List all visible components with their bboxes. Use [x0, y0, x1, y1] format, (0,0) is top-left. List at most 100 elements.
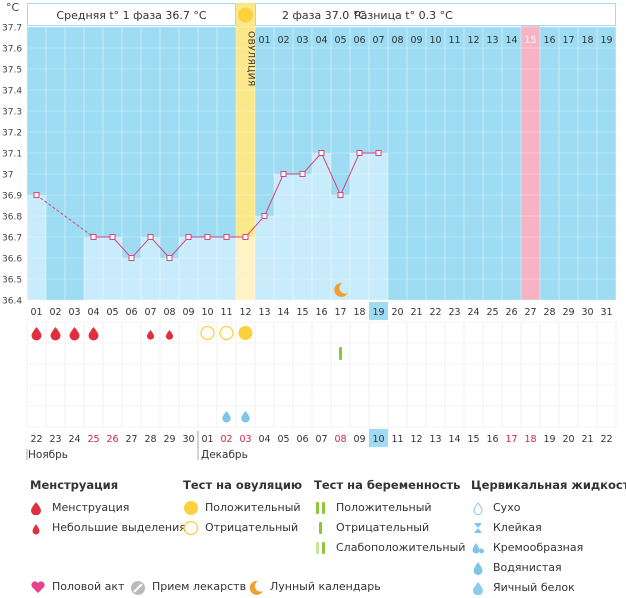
legend-label: Положительный	[205, 501, 301, 514]
top-day-label: 05	[334, 35, 346, 46]
legend-item-eggwhite: Яичный белок	[471, 578, 626, 598]
hourglass-icon	[474, 523, 482, 533]
temperature-point	[147, 234, 154, 240]
calendar-date: 15	[467, 434, 479, 445]
calendar-date: 07	[315, 434, 327, 445]
y-tick-label: 37	[2, 171, 13, 181]
top-day-label: 17	[562, 35, 574, 46]
temperature-point	[375, 150, 382, 156]
temperature-point	[280, 171, 287, 177]
calendar-date: 06	[296, 434, 308, 445]
single-stripe-icon	[319, 522, 322, 534]
legend-item-creamy: Кремообразная	[471, 538, 626, 558]
legend-item-pregnancy-weak: Слабоположительный	[314, 538, 465, 558]
temperature-line-segment	[340, 152, 360, 196]
y-tick-label: 36.5	[2, 276, 22, 286]
day-label: 19	[372, 307, 384, 318]
legend-pregnancy-test: Тест на беременность Положительный Отриц…	[314, 478, 465, 558]
calendar-date: 12	[410, 434, 422, 445]
day-label: 16	[315, 307, 327, 318]
egg-white-drop-icon	[222, 411, 231, 423]
calendar-date: 21	[581, 434, 593, 445]
spotting-drop-icon	[165, 329, 174, 340]
legend-item-ovulation-positive: Положительный	[183, 498, 302, 518]
top-day-label: 03	[296, 35, 308, 46]
day-label: 24	[467, 307, 479, 318]
calendar-date: 01	[201, 434, 213, 445]
temperature-point	[223, 234, 230, 240]
top-day-label: 07	[372, 35, 384, 46]
temperature-point	[204, 234, 211, 240]
moon-icon	[249, 580, 263, 595]
double-stripe-icon	[316, 502, 325, 514]
day-label: 18	[353, 307, 365, 318]
y-tick-label: 36.7	[2, 234, 22, 244]
y-tick-label: 36.8	[2, 213, 22, 223]
legend-item-watery: Водянистая	[471, 558, 626, 578]
day-label: 08	[163, 307, 175, 318]
day-label: 07	[144, 307, 156, 318]
y-tick-label: 37.3	[2, 108, 22, 118]
temperature-bar	[217, 237, 236, 300]
temperature-bar	[331, 195, 350, 300]
legend-label: Слабоположительный	[336, 541, 466, 554]
temperature-line-segment	[169, 236, 189, 259]
day-label: 09	[182, 307, 194, 318]
bbt-chart: °C 36.4 36.5 36.6 36.7 36.8 36.9 37 37.1 37.2 37.3…	[2, 1, 617, 461]
day-label: 12	[239, 307, 251, 318]
day-label: 13	[258, 307, 270, 318]
legend-label: Менструация	[52, 501, 130, 514]
top-day-label: 09	[410, 35, 422, 46]
temperature-line-segment	[245, 215, 265, 238]
day-label: 27	[524, 307, 536, 318]
temperature-bar	[236, 237, 255, 300]
calendar-date: 02	[220, 434, 232, 445]
top-day-label: 11	[448, 35, 460, 46]
top-day-label: 19	[600, 35, 612, 46]
top-day-label: 02	[277, 35, 289, 46]
top-day-label: 04	[315, 35, 327, 46]
legend-menstruation: Менструация Менструация Небольшие выделе…	[30, 478, 186, 538]
ovulation-label: ОВУЛЯЦИЯ	[246, 31, 256, 87]
calendar-date: 13	[429, 434, 441, 445]
legend-label: Небольшие выделения	[52, 521, 186, 534]
day-label: 10	[201, 307, 213, 318]
temperature-point	[166, 255, 173, 261]
calendar-date: 08	[334, 434, 346, 445]
dry-drop-icon	[473, 502, 483, 515]
temperature-point	[128, 255, 135, 261]
top-day-label: 12	[467, 35, 479, 46]
calendar-date: 09	[353, 434, 365, 445]
temperature-point	[90, 234, 97, 240]
legend-item-dry: Сухо	[471, 498, 626, 518]
moon-icon	[334, 282, 348, 297]
day-label: 01	[30, 307, 42, 318]
legend-label: Яичный белок	[493, 581, 575, 594]
day-label: 04	[87, 307, 99, 318]
phase1-summary: Средняя t° 1 фаза 36.7 °C	[56, 9, 206, 22]
legend-label: Кремообразная	[493, 541, 584, 554]
outline-circle-icon	[183, 520, 199, 536]
y-tick-label: 37.7	[2, 24, 22, 34]
small-drop-icon	[32, 524, 40, 535]
legend-label: Лунный календарь	[270, 580, 381, 593]
y-tick-label: 36.9	[2, 192, 22, 202]
temperature-point	[242, 234, 249, 240]
phase1-box	[27, 3, 236, 26]
ovulation-test-negative-icon	[219, 325, 234, 341]
day-label: 30	[581, 307, 593, 318]
temperature-bar	[141, 237, 160, 300]
menstruation-drop-icon	[31, 327, 42, 341]
legend-label: Отрицательный	[205, 521, 299, 534]
calendar-date: 30	[182, 434, 194, 445]
y-tick-label: 37.4	[2, 87, 22, 97]
calendar-date: 27	[125, 434, 137, 445]
legend-item-pregnancy-negative: Отрицательный	[314, 518, 460, 538]
heart-icon	[31, 581, 45, 593]
calendar-date: 11	[391, 434, 403, 445]
symbols-area	[27, 322, 616, 428]
y-tick-label: 37.2	[2, 129, 22, 139]
temperature-difference: Разница t° 0.3 °C	[354, 9, 453, 22]
highlight-column	[521, 3, 540, 300]
calendar-date: 19	[543, 434, 555, 445]
